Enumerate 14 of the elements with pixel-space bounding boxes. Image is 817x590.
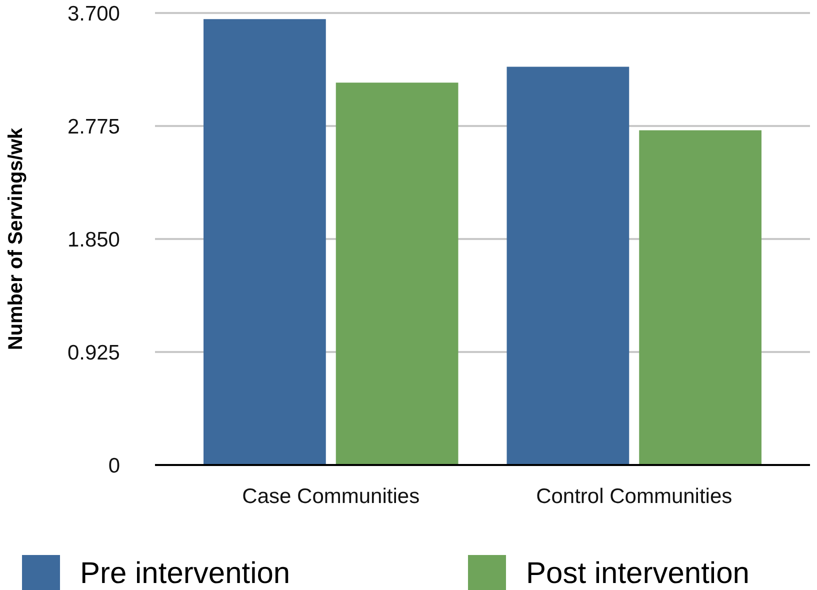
x-tick-label: Case Communities [242,485,420,508]
y-tick-label: 0.925 [67,341,120,364]
x-tick-label: Control Communities [536,485,732,508]
bar [506,66,630,465]
y-axis-title: Number of Servings/wk [5,126,27,350]
y-tick-label: 2.775 [67,115,120,138]
legend-label: Post intervention [526,557,750,590]
legend-label: Pre intervention [80,557,290,590]
y-tick-label: 0 [108,454,120,478]
y-tick-label: 1.850 [67,228,120,252]
bar [336,82,458,465]
bar [204,19,326,465]
bar [639,130,762,465]
y-tick-label: 3.700 [67,2,120,26]
